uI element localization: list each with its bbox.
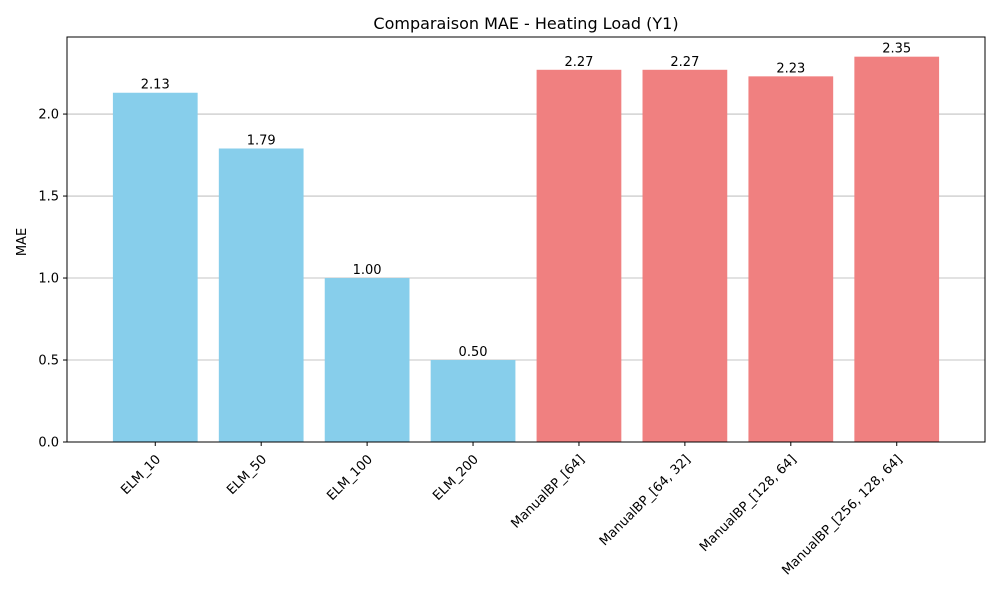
x-tick-label: ELM_200 [430,452,482,504]
x-tick-label: ManualBP_[64] [508,452,587,531]
bar [324,278,410,442]
x-tick-label: ELM_10 [118,452,164,498]
bar [536,69,622,443]
chart-title: Comparaison MAE - Heating Load (Y1) [373,14,678,33]
bar [854,56,940,442]
bar-value-label: 2.23 [776,61,805,76]
plot-frame [66,36,986,443]
x-tick-label: ManualBP_[128, 64] [697,452,800,555]
bar [218,148,304,442]
x-tick-label: ManualBP_[64, 32] [597,452,694,549]
grid-lines [67,113,985,443]
bar-value-label: 0.50 [459,345,488,360]
y-tick-label: 1.5 [38,190,59,205]
x-tick-label: ManualBP_[256, 128, 64] [779,452,905,578]
bar [642,69,728,443]
y-tick-label: 0.0 [38,436,59,451]
bar [430,360,516,442]
bar [748,76,834,442]
y-tick-label: 1.0 [38,272,59,287]
bar-value-label: 2.13 [141,78,170,93]
y-tick-label: 0.5 [38,354,59,369]
y-axis-label: MAE [15,228,30,256]
bar-value-label: 2.27 [670,55,699,70]
bar-value-label: 1.79 [247,133,276,148]
bar-value-label: 2.35 [882,42,911,57]
y-tick-label: 2.0 [38,108,59,123]
bar-value-label: 1.00 [353,263,382,278]
x-tick-label: ELM_50 [224,452,270,498]
x-tick-label: ELM_100 [324,452,376,504]
bar [112,92,198,442]
bar-value-label: 2.27 [564,55,593,70]
y-axis-ticks: 0.0 0.5 1.0 1.5 2.0 [38,108,67,451]
x-axis-ticks: ELM_10 ELM_50 ELM_100 ELM_200 ManualBP_[64] M… [118,442,906,578]
bars [112,56,940,443]
bar-value-labels: 2.13 1.79 1.00 0.50 2.27 2.27 2.23 2.35 [141,42,911,360]
